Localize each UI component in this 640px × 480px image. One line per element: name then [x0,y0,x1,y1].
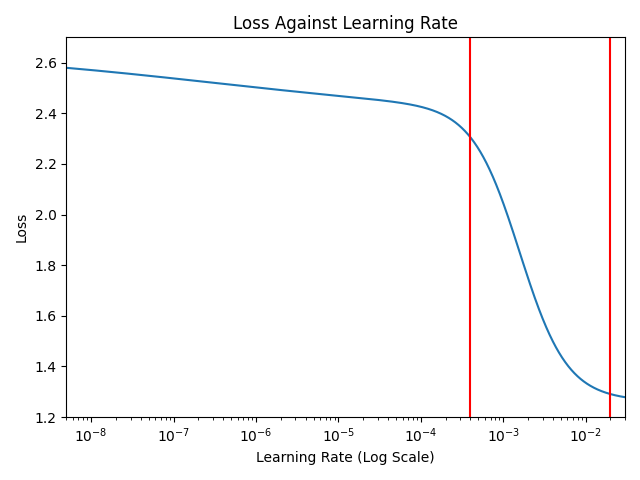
Y-axis label: Loss: Loss [15,212,29,242]
X-axis label: Learning Rate (Log Scale): Learning Rate (Log Scale) [257,451,435,465]
Title: Loss Against Learning Rate: Loss Against Learning Rate [233,15,458,33]
